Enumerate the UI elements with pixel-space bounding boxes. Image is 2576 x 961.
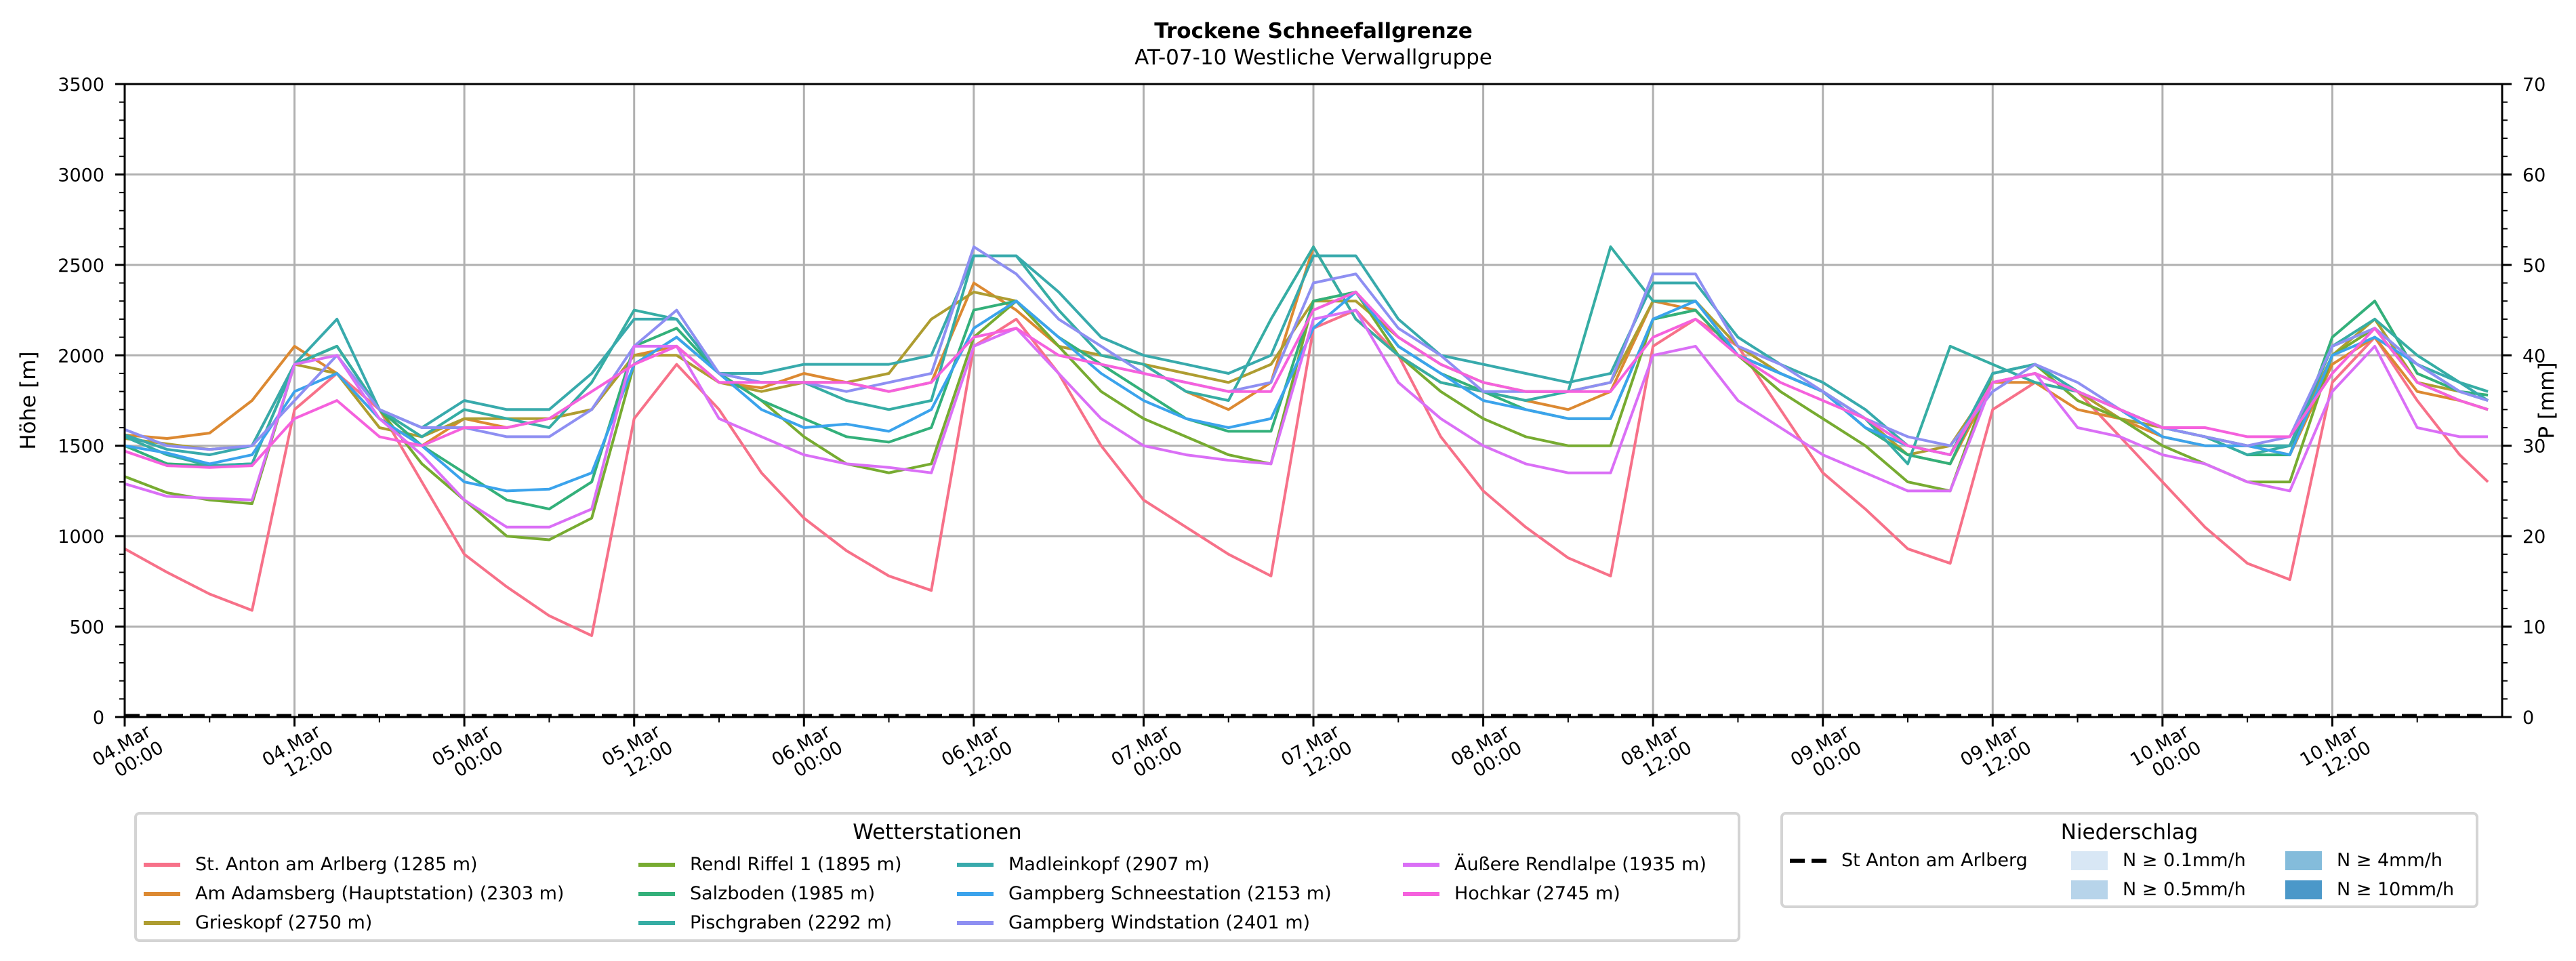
y-axis-label-left: Höhe [m] xyxy=(16,351,41,449)
legend-swatch xyxy=(957,920,994,925)
y-tick-label-right: 0 xyxy=(2522,708,2534,729)
legend-item-label: Salzboden (1985 m) xyxy=(690,883,876,904)
legend-item-precip-class: N ≥ 10mm/h xyxy=(2285,879,2454,900)
legend-swatch xyxy=(1403,862,1439,867)
legend-item-label: Madleinkopf (2907 m) xyxy=(1008,854,1210,875)
legend-precipitation: Niederschlag St Anton am Arlberg N ≥ 0.1… xyxy=(1780,812,2478,908)
legend-swatch xyxy=(638,920,675,925)
legend-item-label: N ≥ 0.1mm/h xyxy=(2123,850,2246,871)
legend-swatch xyxy=(638,891,675,896)
chart-title: Trockene Schneefallgrenze xyxy=(1154,19,1473,43)
legend-item-label: Am Adamsberg (Hauptstation) (2303 m) xyxy=(195,883,565,904)
legend-item-station: St. Anton am Arlberg (1285 m) xyxy=(144,854,478,875)
legend-item-precip-class: N ≥ 0.5mm/h xyxy=(2071,879,2246,900)
legend-item-station: Äußere Rendlalpe (1935 m) xyxy=(1403,854,1706,875)
legend-item-label: N ≥ 10mm/h xyxy=(2337,879,2455,900)
y-tick-label-left: 1500 xyxy=(58,436,104,457)
legend-item-station: Am Adamsberg (Hauptstation) (2303 m) xyxy=(144,883,564,904)
legend-item-station: Hochkar (2745 m) xyxy=(1403,883,1620,904)
y-tick-label-right: 50 xyxy=(2522,255,2546,277)
legend-item-precip-class: N ≥ 0.1mm/h xyxy=(2071,850,2246,871)
y-tick-label-left: 3000 xyxy=(58,165,104,186)
legend-item-station: Grieskopf (2750 m) xyxy=(144,912,372,933)
chart-subtitle: AT-07-10 Westliche Verwallgruppe xyxy=(1134,45,1492,70)
legend-item-label: St Anton am Arlberg xyxy=(1841,850,2028,871)
dashed-line-swatch xyxy=(1790,858,1826,863)
legend-swatch xyxy=(2285,880,2322,899)
y-tick-label-right: 40 xyxy=(2522,346,2546,367)
legend-item-label: Pischgraben (2292 m) xyxy=(690,912,893,933)
y-tick-label-right: 30 xyxy=(2522,436,2546,457)
legend-swatch xyxy=(1403,891,1439,896)
legend-item-label: Gampberg Windstation (2401 m) xyxy=(1008,912,1311,933)
y-tick-label-left: 2500 xyxy=(58,255,104,277)
legend-swatch xyxy=(638,862,675,867)
legend-stations: Wetterstationen St. Anton am Arlberg (12… xyxy=(134,812,1740,942)
legend-item-station: Rendl Riffel 1 (1895 m) xyxy=(638,854,901,875)
y-tick-label-right: 60 xyxy=(2522,165,2546,186)
legend-item-label: N ≥ 0.5mm/h xyxy=(2123,879,2246,900)
legend-item-station: Salzboden (1985 m) xyxy=(638,883,875,904)
series-lines xyxy=(124,245,2489,637)
y-tick-label-left: 500 xyxy=(69,617,104,638)
legend-item-station: Gampberg Schneestation (2153 m) xyxy=(957,883,1332,904)
legend-swatch xyxy=(144,920,180,925)
y-axis-label-right: P [mm] xyxy=(2535,362,2559,438)
legend-item-label: Grieskopf (2750 m) xyxy=(195,912,373,933)
legend-item-station: Pischgraben (2292 m) xyxy=(638,912,892,933)
legend-item-label: Gampberg Schneestation (2153 m) xyxy=(1008,883,1332,904)
legend-swatch xyxy=(2071,880,2108,899)
series-line-8 xyxy=(124,245,2489,451)
legend-swatch xyxy=(2071,851,2108,870)
y-tick-label-right: 20 xyxy=(2522,527,2546,548)
series-line-9 xyxy=(124,308,2489,529)
gridlines xyxy=(125,84,2502,717)
series-line-0 xyxy=(124,308,2489,637)
legend-stations-title: Wetterstationen xyxy=(853,820,1022,844)
legend-item-precip-line: St Anton am Arlberg xyxy=(1790,850,2028,871)
y-tick-label-left: 0 xyxy=(93,708,104,729)
legend-item-label: Rendl Riffel 1 (1895 m) xyxy=(690,854,902,875)
legend-swatch xyxy=(2285,851,2322,870)
y-tick-label-left: 1000 xyxy=(58,527,104,548)
legend-item-label: St. Anton am Arlberg (1285 m) xyxy=(195,854,478,875)
y-tick-label-right: 10 xyxy=(2522,617,2546,638)
legend-swatch xyxy=(144,891,180,896)
legend-item-station: Gampberg Windstation (2401 m) xyxy=(957,912,1310,933)
legend-swatch xyxy=(957,891,994,896)
y-tick-label-left: 2000 xyxy=(58,346,104,367)
legend-item-label: Hochkar (2745 m) xyxy=(1454,883,1620,904)
legend-item-station: Madleinkopf (2907 m) xyxy=(957,854,1210,875)
legend-swatch xyxy=(144,862,180,867)
legend-precipitation-title: Niederschlag xyxy=(2060,820,2199,844)
series-line-10 xyxy=(124,290,2489,469)
legend-swatch xyxy=(957,862,994,867)
y-tick-label-left: 3500 xyxy=(58,75,104,96)
legend-item-label: N ≥ 4mm/h xyxy=(2337,850,2442,871)
y-tick-label-right: 70 xyxy=(2522,75,2546,96)
legend-item-precip-class: N ≥ 4mm/h xyxy=(2285,850,2442,871)
legend-item-label: Äußere Rendlalpe (1935 m) xyxy=(1454,854,1706,875)
